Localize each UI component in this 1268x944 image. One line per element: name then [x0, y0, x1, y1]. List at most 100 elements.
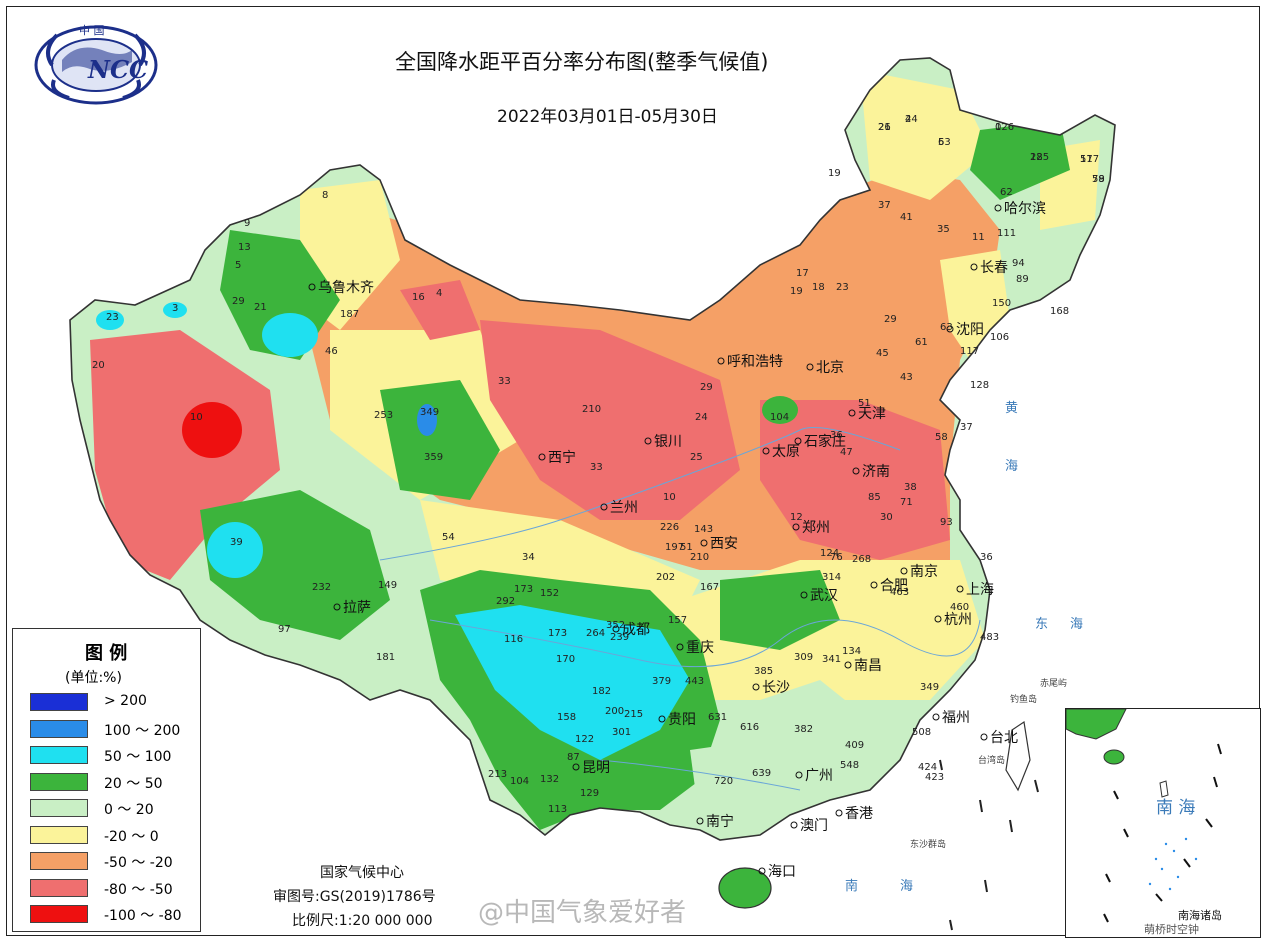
- svg-text:中 国: 中 国: [79, 24, 105, 37]
- station-value: 126: [995, 122, 1014, 133]
- legend-item: -50 ～ -20: [30, 852, 195, 871]
- svg-text:赤尾屿: 赤尾屿: [1040, 678, 1067, 689]
- city-marker: [934, 615, 942, 623]
- city-marker: [792, 523, 800, 531]
- station-value: 483: [980, 632, 999, 643]
- city-label: 海口: [768, 864, 796, 880]
- station-value: 38: [904, 482, 917, 493]
- station-value: 409: [845, 740, 864, 751]
- svg-text:南: 南: [845, 878, 858, 894]
- station-value: 11: [972, 232, 985, 243]
- city-marker: [612, 625, 620, 633]
- station-value: 34: [522, 552, 535, 563]
- station-value: 16: [412, 292, 425, 303]
- city-label: 南昌: [854, 658, 882, 674]
- station-value: 12: [790, 512, 803, 523]
- city-marker: [844, 661, 852, 669]
- city-label: 昆明: [582, 760, 610, 776]
- station-value: 128: [970, 380, 989, 391]
- legend-label: -50 ～ -20: [104, 855, 173, 871]
- station-value: 125: [1030, 152, 1049, 163]
- legend-label: > 200: [104, 693, 147, 709]
- station-value: 232: [312, 582, 331, 593]
- legend-swatch: [30, 852, 88, 870]
- station-value: 41: [900, 212, 913, 223]
- city-marker: [762, 447, 770, 455]
- svg-text:黄: 黄: [1005, 401, 1018, 416]
- station-value: 111: [997, 228, 1016, 239]
- legend-label: 0 ～ 20: [104, 802, 154, 818]
- sea-labels: 黄 海 东 海 南 海: [845, 401, 1083, 894]
- station-value: 616: [740, 722, 759, 733]
- station-value: 62: [1000, 187, 1013, 198]
- city-label: 石家庄: [804, 433, 846, 450]
- station-value: 53: [938, 137, 951, 148]
- city-marker: [700, 539, 708, 547]
- station-value: 43: [900, 372, 913, 383]
- station-value: 106: [990, 332, 1009, 343]
- city-marker: [794, 437, 802, 445]
- city-marker: [572, 763, 580, 771]
- station-value: 181: [376, 652, 395, 663]
- station-value: 113: [548, 804, 567, 815]
- legend-label: -80 ～ -50: [104, 881, 173, 898]
- station-value: 9: [244, 218, 250, 229]
- station-value: 463: [890, 587, 909, 598]
- station-value: 158: [557, 712, 576, 723]
- station-value: 10: [663, 492, 676, 503]
- station-value: 30: [880, 512, 893, 523]
- legend: 图 例 (单位:%) > 200 100 ～ 200 50 ～ 100 20 ～ 50…: [12, 628, 201, 932]
- station-value: 23: [106, 312, 119, 323]
- station-value: 213: [488, 769, 507, 780]
- station-value: 47: [840, 447, 853, 458]
- city-marker: [956, 585, 964, 593]
- credit-map-number: 审图号:GS(2019)1786号: [273, 889, 436, 905]
- station-value: 253: [374, 410, 393, 421]
- legend-item: -100 ～ -80: [30, 905, 195, 924]
- city-label: 长沙: [762, 680, 790, 696]
- station-value: 143: [694, 524, 713, 535]
- station-value: 124: [820, 548, 839, 559]
- station-value: 202: [656, 572, 675, 583]
- station-value: 33: [498, 376, 511, 387]
- station-value: 29: [884, 314, 897, 325]
- station-value: 508: [912, 727, 931, 738]
- city-marker: [308, 283, 316, 291]
- station-value: 21: [878, 122, 891, 133]
- legend-item: 50 ～ 100: [30, 746, 195, 765]
- station-value: 424: [918, 762, 937, 773]
- legend-item: 0 ～ 20: [30, 799, 195, 818]
- station-value: 87: [567, 752, 580, 763]
- page-title: 全国降水距平百分率分布图(整季气候值): [395, 50, 769, 74]
- city-label: 郑州: [802, 520, 830, 536]
- station-value: 385: [754, 666, 773, 677]
- svg-text:海: 海: [1070, 617, 1083, 632]
- rivers: [379, 427, 981, 791]
- station-value: 26: [878, 122, 891, 133]
- city-marker: [752, 683, 760, 691]
- inset-map: 南 海 南海诸岛 萌桥时空钟: [1066, 709, 1222, 936]
- station-value: 239: [610, 632, 629, 643]
- legend-swatch: [30, 905, 88, 923]
- city-label: 沈阳: [956, 322, 984, 338]
- station-value: 226: [660, 522, 679, 533]
- station-value: 3: [172, 303, 178, 314]
- legend-label: -20 ～ 0: [104, 828, 159, 845]
- station-value: 76: [830, 552, 843, 563]
- station-value: 44: [905, 114, 918, 125]
- station-value: 314: [822, 572, 841, 583]
- city-marker: [758, 867, 766, 875]
- city-marker: [970, 263, 978, 271]
- station-value: 200: [605, 706, 624, 717]
- station-value: 182: [592, 686, 611, 697]
- station-value: 45: [876, 348, 889, 359]
- station-value: 122: [575, 734, 594, 745]
- station-value: 134: [842, 646, 861, 657]
- station-value: 173: [514, 584, 533, 595]
- city-label: 南宁: [706, 813, 734, 830]
- svg-text:海: 海: [1005, 459, 1018, 474]
- station-value: 264: [586, 628, 605, 639]
- city-label: 太原: [772, 444, 800, 460]
- station-value: 39: [230, 537, 243, 548]
